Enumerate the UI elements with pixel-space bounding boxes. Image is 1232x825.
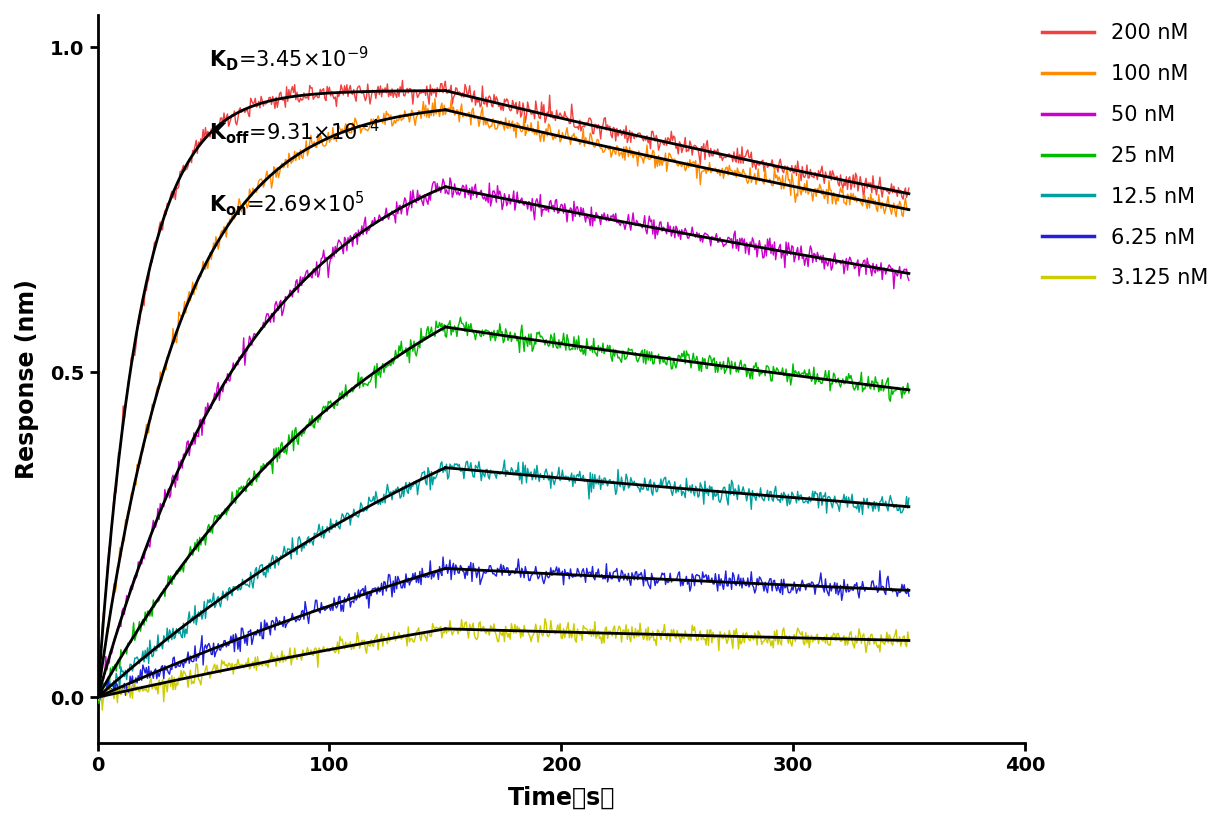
50 nM: [363, 219, 378, 229]
Text: $\mathbf{K_{on}}$=2.69×10$^{5}$: $\mathbf{K_{on}}$=2.69×10$^{5}$: [209, 190, 365, 219]
50 nM: [328, 242, 342, 252]
100 nM: [90, 692, 105, 702]
3.125 nM: [243, 662, 257, 672]
Y-axis label: Response (nm): Response (nm): [15, 279, 39, 478]
6.25 nM: [91, 695, 106, 705]
12.5 nM: [365, 496, 379, 506]
12.5 nM: [90, 692, 105, 702]
200 nM: [243, 111, 257, 121]
25 nM: [384, 354, 399, 364]
Line: 100 nM: 100 nM: [97, 98, 445, 697]
3.125 nM: [414, 636, 429, 646]
Line: 200 nM: 200 nM: [97, 81, 445, 697]
25 nM: [437, 331, 452, 341]
100 nM: [413, 106, 428, 116]
25 nM: [232, 483, 246, 493]
200 nM: [363, 92, 378, 102]
12.5 nM: [437, 465, 452, 475]
Line: 25 nM: 25 nM: [97, 321, 445, 704]
100 nM: [383, 110, 398, 120]
6.25 nM: [365, 584, 379, 594]
Text: $\mathbf{K_{off}}$=9.31×10$^{-4}$: $\mathbf{K_{off}}$=9.31×10$^{-4}$: [209, 117, 379, 146]
25 nM: [329, 400, 344, 410]
Line: 50 nM: 50 nM: [97, 179, 445, 697]
6.25 nM: [384, 592, 399, 601]
6.25 nM: [232, 634, 246, 644]
25 nM: [243, 479, 257, 489]
50 nM: [230, 360, 245, 370]
3.125 nM: [384, 634, 399, 644]
100 nM: [437, 109, 452, 119]
Legend: 200 nM, 100 nM, 50 nM, 25 nM, 12.5 nM, 6.25 nM, 3.125 nM: 200 nM, 100 nM, 50 nM, 25 nM, 12.5 nM, 6…: [1034, 15, 1217, 297]
200 nM: [328, 92, 342, 102]
X-axis label: Time（s）: Time（s）: [508, 786, 615, 810]
100 nM: [428, 93, 442, 103]
12.5 nM: [414, 473, 429, 483]
50 nM: [90, 692, 105, 702]
12.5 nM: [232, 580, 246, 590]
12.5 nM: [96, 693, 111, 703]
6.25 nM: [90, 692, 105, 702]
Line: 12.5 nM: 12.5 nM: [97, 462, 445, 698]
200 nM: [414, 88, 429, 98]
25 nM: [365, 370, 379, 380]
100 nM: [243, 184, 257, 194]
12.5 nM: [243, 567, 257, 577]
3.125 nM: [365, 639, 379, 649]
50 nM: [383, 210, 398, 219]
25 nM: [429, 316, 444, 326]
100 nM: [363, 114, 378, 124]
12.5 nM: [329, 516, 344, 526]
Line: 3.125 nM: 3.125 nM: [97, 624, 445, 710]
12.5 nM: [384, 495, 399, 505]
3.125 nM: [425, 619, 440, 629]
100 nM: [328, 129, 342, 139]
6.25 nM: [436, 552, 451, 562]
6.25 nM: [243, 625, 257, 634]
12.5 nM: [435, 457, 450, 467]
Line: 6.25 nM: 6.25 nM: [97, 557, 445, 700]
6.25 nM: [329, 603, 344, 613]
200 nM: [90, 692, 105, 702]
6.25 nM: [414, 580, 429, 590]
50 nM: [413, 190, 428, 200]
50 nM: [437, 188, 452, 198]
25 nM: [90, 692, 105, 702]
200 nM: [230, 114, 245, 124]
50 nM: [436, 174, 451, 184]
3.125 nM: [95, 705, 110, 715]
3.125 nM: [232, 659, 246, 669]
200 nM: [383, 91, 398, 101]
25 nM: [91, 699, 106, 709]
6.25 nM: [437, 564, 452, 574]
200 nM: [437, 77, 452, 87]
200 nM: [395, 76, 410, 86]
3.125 nM: [90, 692, 105, 702]
3.125 nM: [329, 645, 344, 655]
50 nM: [243, 332, 257, 342]
Text: $\mathbf{K_D}$=3.45×10$^{-9}$: $\mathbf{K_D}$=3.45×10$^{-9}$: [209, 44, 368, 73]
3.125 nM: [437, 624, 452, 634]
25 nM: [414, 323, 429, 333]
100 nM: [230, 203, 245, 213]
